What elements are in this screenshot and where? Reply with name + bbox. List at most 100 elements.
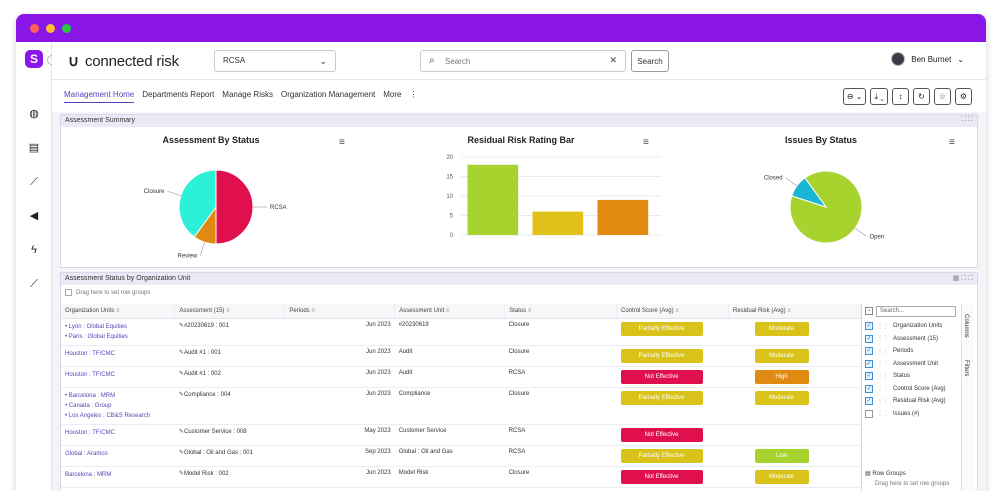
assessment-link[interactable]: Global : Oil and Gas : 001	[183, 449, 253, 456]
column-toggle-item[interactable]: ✓ ⋮⋮ Assessment Unit	[865, 359, 938, 368]
bar[interactable]	[467, 164, 519, 235]
nav-tab[interactable]: Organization Management	[280, 90, 376, 99]
column-menu-icon[interactable]: ≡	[114, 307, 120, 314]
nav-tab[interactable]: Manage Risks	[222, 90, 273, 99]
org-unit-link[interactable]: Los Angeles : CB&S Research	[68, 412, 151, 419]
assessment-unit-link[interactable]: Model Risk	[394, 466, 505, 488]
column-header[interactable]: Control Score (Avg) ≡	[616, 304, 729, 319]
chart-menu-icon[interactable]: ≡	[339, 137, 345, 148]
window-control-icon[interactable]	[62, 23, 71, 33]
assessment-cell[interactable]: ✎Global : Oil and Gas : 001	[174, 445, 285, 467]
edit-icon[interactable]: ✎	[178, 322, 184, 329]
column-header[interactable]: Assessment Unit ≡	[394, 304, 506, 319]
column-menu-icon[interactable]: ≡	[673, 307, 679, 314]
assessment-link[interactable]: #20230619 : 001	[183, 322, 229, 329]
org-unit-link[interactable]: Paris : Global Equities	[68, 333, 128, 340]
drag-handle-icon[interactable]: ⋮⋮	[877, 323, 889, 330]
edit-icon[interactable]: ✎	[178, 349, 184, 356]
refresh-icon[interactable]: ↻	[913, 88, 930, 105]
assessment-cell[interactable]: ✎Compliance : 004	[174, 387, 285, 425]
bolt-icon[interactable]: ϟ	[31, 244, 37, 256]
search-input[interactable]	[445, 54, 605, 69]
bar[interactable]	[532, 211, 584, 235]
drag-handle-icon[interactable]: ⋮⋮	[877, 348, 889, 355]
edit-icon[interactable]: ✎	[178, 470, 184, 477]
assessment-pie-slice[interactable]	[215, 169, 254, 245]
checkbox[interactable]: ✓	[865, 384, 873, 393]
column-toggle-item[interactable]: ✓ ⋮⋮ Residual Risk (Avg)	[865, 397, 946, 405]
module-select[interactable]: RCSA ⌄	[214, 50, 336, 72]
clear-search-icon[interactable]: ✕	[609, 55, 617, 65]
assessment-unit-link[interactable]: Audit	[394, 345, 505, 367]
column-menu-icon[interactable]: ≡	[785, 307, 791, 314]
window-control-icon[interactable]	[46, 23, 55, 33]
column-menu-icon[interactable]: ≡	[444, 307, 450, 314]
nav-tab[interactable]: More	[383, 90, 402, 99]
activity-icon[interactable]: ⟋	[30, 278, 38, 290]
tab-columns[interactable]: Columns	[963, 314, 969, 338]
table-row[interactable]: Barcelona : MRM ✎Model Risk : 002 Jun 2023…	[61, 466, 861, 488]
search-button[interactable]: Search	[631, 50, 669, 72]
column-toggle-item[interactable]: ✓ ⋮⋮ Periods	[865, 347, 913, 355]
assessment-cell[interactable]: ✎Customer Service : 008	[174, 424, 285, 446]
assessment-cell[interactable]: ✎Model Risk : 002	[174, 466, 285, 488]
org-unit-link[interactable]: Canada : Group	[68, 402, 112, 409]
star-icon[interactable]: ☆	[934, 88, 951, 105]
brand[interactable]: ∪ connected risk	[68, 52, 179, 71]
table-row[interactable]: Global : Aramco ✎Global : Oil and Gas : 0…	[61, 445, 861, 467]
table-row[interactable]: • Lyon : Global Equities • Paris : Global…	[61, 318, 861, 346]
checkbox[interactable]: ✓	[865, 397, 873, 405]
column-header[interactable]: Organization Units ≡	[61, 304, 176, 319]
settings-icon[interactable]: ⚙	[955, 88, 972, 105]
assessment-link[interactable]: Customer Service : 008	[183, 428, 247, 435]
checkbox[interactable]: ✓	[865, 372, 873, 380]
clipboard-icon[interactable]: ▤	[28, 142, 40, 154]
org-unit-link[interactable]: Global : Aramco	[65, 450, 108, 457]
expand-icon[interactable]: ⛶ ⛶	[961, 116, 973, 123]
column-search-input[interactable]: Search...	[876, 306, 956, 317]
org-unit-link[interactable]: Houston : TF/CMC	[65, 371, 115, 378]
collapse-all-icon[interactable]: −	[865, 307, 873, 315]
table-row[interactable]: Houston : TF/CMC ✎Customer Service : 008 M…	[61, 424, 861, 446]
nav-tab[interactable]: Departments Report	[142, 90, 215, 99]
filter-icon[interactable]: ⊖ ⌄	[842, 88, 867, 105]
assessment-link[interactable]: Audit #1 : 002	[183, 370, 221, 377]
assessment-cell[interactable]: ✎Audit #1 : 002	[174, 366, 285, 388]
org-unit-link[interactable]: Barcelona : MRM	[65, 471, 112, 478]
issues-pie-slice[interactable]	[791, 177, 828, 208]
drag-handle-icon[interactable]: ⋮⋮	[877, 373, 889, 380]
table-row[interactable]: Houston : TF/CMC ✎Audit #1 : 002 Jun 2023 A…	[61, 366, 861, 388]
chart-menu-icon[interactable]: ≡	[949, 137, 955, 148]
column-toggle-item[interactable]: ✓ ⋮⋮ Status	[865, 372, 910, 380]
org-unit-link[interactable]: Lyon : Global Equities	[68, 323, 127, 330]
assessment-pie-slice[interactable]	[178, 169, 217, 238]
assessment-unit-link[interactable]: Customer Service	[394, 424, 505, 446]
checkbox[interactable]: ✓	[865, 409, 873, 418]
column-menu-icon[interactable]: ≡	[224, 307, 230, 314]
sort-icon[interactable]: ↕	[892, 88, 909, 105]
column-header[interactable]: Periods ≡	[284, 304, 396, 319]
edit-icon[interactable]: ✎	[178, 449, 184, 456]
drag-handle-icon[interactable]: ⋮⋮	[877, 411, 889, 417]
column-menu-icon[interactable]: ≡	[526, 307, 532, 314]
assessment-link[interactable]: Model Risk : 002	[183, 470, 229, 477]
assessment-unit-link[interactable]: #20230619	[394, 318, 505, 346]
org-unit-link[interactable]: Houston : TF/CMC	[65, 429, 115, 436]
column-header[interactable]: Status ≡	[504, 304, 618, 319]
column-header[interactable]: Residual Risk (Avg) ≡	[728, 304, 861, 319]
table-row[interactable]: • Barcelona : MRM • Canada : Group • Los A…	[61, 387, 861, 425]
edit-icon[interactable]: ✎	[178, 428, 184, 435]
drag-handle-icon[interactable]: ⋮⋮	[877, 386, 889, 392]
edit-icon[interactable]: ✎	[178, 391, 184, 398]
assessment-unit-link[interactable]: Audit	[394, 366, 505, 388]
column-header[interactable]: Assessment (15) ≡	[174, 304, 286, 319]
app-logo-icon[interactable]: S	[25, 50, 43, 68]
row-groups-hint[interactable]: Drag here to set row groups	[875, 481, 950, 487]
assessment-cell[interactable]: ✎#20230619 : 001	[174, 318, 285, 346]
checkbox[interactable]: ✓	[865, 359, 873, 368]
user-menu[interactable]: Ben Burnet ⌄	[891, 52, 964, 66]
assessment-link[interactable]: Compliance : 004	[183, 391, 231, 398]
column-toggle-item[interactable]: ✓ ⋮⋮ Issues (#)	[865, 409, 919, 418]
checkbox[interactable]: ✓	[865, 334, 873, 343]
drag-handle-icon[interactable]: ⋮⋮	[877, 361, 889, 367]
